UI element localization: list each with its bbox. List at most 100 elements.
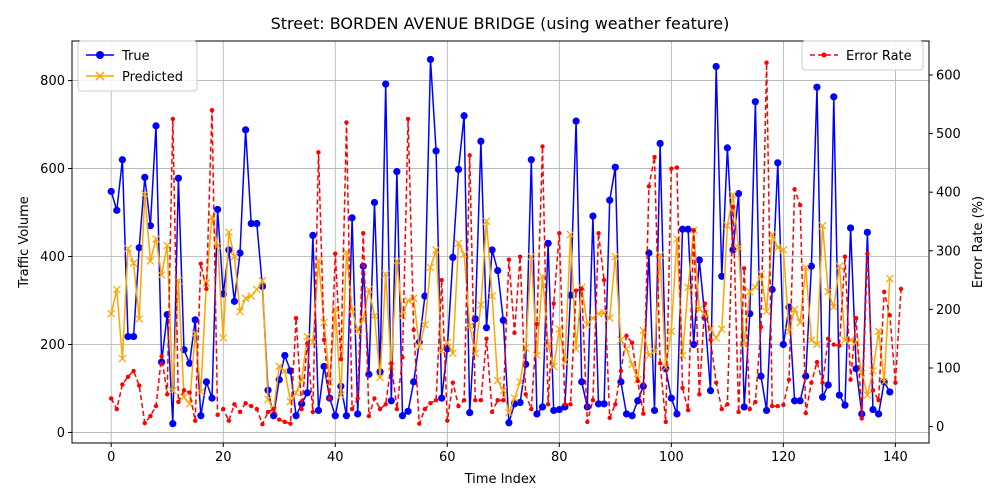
error-rate-point	[131, 368, 136, 374]
y2-tick-label: 300	[936, 244, 961, 259]
error-rate-point	[417, 421, 422, 426]
predicted-point	[146, 256, 155, 265]
true-point	[387, 397, 395, 405]
true-point	[158, 358, 166, 366]
legend-true-label: True	[121, 49, 150, 64]
error-rate-point	[641, 411, 646, 416]
error-rate-point	[769, 403, 775, 409]
error-rate-point	[646, 184, 652, 189]
error-rate-point	[215, 412, 220, 418]
error-rate-point	[736, 409, 741, 415]
true-point	[578, 378, 586, 386]
predicted-point	[280, 366, 289, 375]
predicted-point	[790, 305, 799, 314]
predicted-point	[258, 276, 267, 285]
true-point	[852, 365, 860, 373]
error-rate-point	[898, 286, 904, 292]
true-point	[673, 410, 681, 418]
predicted-point	[140, 190, 149, 198]
true-point	[348, 214, 356, 222]
predicted-point	[516, 377, 525, 386]
error-rate-point	[288, 421, 293, 426]
error-rate-point	[848, 377, 853, 382]
error-rate-point	[652, 154, 657, 160]
predicted-point	[398, 311, 407, 320]
error-rate-point	[713, 380, 719, 385]
error-rate-point	[837, 343, 842, 348]
predicted-point	[863, 391, 872, 399]
error-rate-point	[445, 418, 450, 423]
error-rate-point	[741, 266, 747, 271]
error-rate-point	[596, 231, 601, 236]
true-point	[566, 291, 575, 299]
error-rate-point	[232, 402, 237, 407]
predicted-point	[381, 270, 390, 279]
error-rate-point	[305, 341, 310, 346]
true-point	[762, 406, 771, 415]
error-rate-point	[747, 406, 752, 412]
true-point	[550, 406, 558, 415]
y2-tick-label: 600	[936, 68, 961, 83]
error-rate-point	[685, 407, 691, 413]
true-point	[214, 205, 222, 214]
true-point	[242, 126, 250, 134]
predicted-point	[488, 292, 497, 301]
predicted-point	[286, 397, 295, 406]
error-rate-point	[383, 402, 388, 407]
predicted-point	[118, 354, 127, 363]
error-rate-point	[316, 150, 321, 155]
true-point	[331, 412, 339, 420]
true-point	[774, 159, 782, 167]
true-point	[404, 407, 412, 415]
error-rate-point	[663, 419, 668, 425]
true-point	[863, 228, 871, 236]
predicted-series-line	[110, 193, 891, 414]
predicted-point	[829, 303, 838, 312]
true-point	[152, 122, 160, 130]
true-point	[712, 62, 720, 71]
error-rate-point	[887, 313, 892, 318]
error-rate-point	[299, 406, 304, 412]
error-rate-point	[562, 402, 568, 407]
true-point	[286, 367, 295, 375]
predicted-point	[241, 294, 250, 303]
true-point	[555, 405, 563, 414]
true-point	[494, 266, 502, 275]
true-point	[499, 316, 507, 324]
predicted-point	[230, 252, 239, 261]
error-rate-point	[523, 392, 528, 397]
predicted-point	[611, 252, 620, 261]
y-tick-label: 200	[40, 338, 65, 353]
error-rate-point	[422, 406, 428, 412]
predicted-point	[157, 271, 166, 279]
error-rate-point	[209, 107, 215, 113]
true-point	[656, 139, 664, 148]
predicted-point	[224, 228, 233, 237]
predicted-point	[275, 362, 284, 371]
predicted-point	[432, 245, 441, 254]
error-rate-point	[758, 324, 764, 330]
error-rate-point	[669, 166, 674, 171]
error-rate-point	[579, 286, 584, 292]
predicted-point	[773, 243, 782, 252]
true-point	[432, 147, 440, 155]
predicted-point	[135, 315, 144, 323]
true-point	[869, 405, 877, 414]
error-rate-point	[725, 402, 730, 407]
error-rate-point	[691, 228, 696, 233]
true-point	[600, 400, 608, 408]
predicted-point	[560, 358, 569, 366]
error-rate-point	[618, 368, 624, 374]
predicted-point	[717, 325, 726, 334]
predicted-point	[785, 327, 793, 336]
legend-error-label: Error Rate	[846, 49, 912, 64]
predicted-point	[107, 309, 116, 318]
true-point	[230, 297, 239, 305]
predicted-point	[813, 340, 821, 349]
plot-frame	[71, 40, 930, 444]
true-point	[538, 403, 547, 411]
error-rate-point	[478, 398, 484, 403]
predicted-point	[465, 322, 474, 330]
error-rate-point	[159, 354, 164, 359]
